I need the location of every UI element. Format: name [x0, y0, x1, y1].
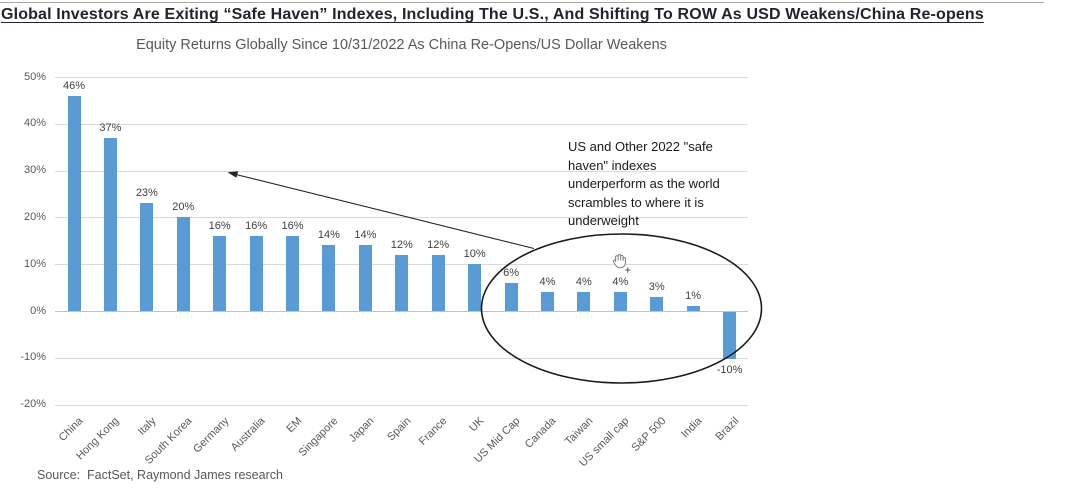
bar-australia: [249, 236, 263, 311]
bar-value-label: 37%: [99, 121, 122, 134]
annotation-text: US and Other 2022 "safe haven" indexes u…: [568, 139, 720, 229]
gridline: [55, 357, 748, 359]
y-axis-tick-label: -20%: [20, 398, 46, 411]
bar-japan: [358, 245, 372, 311]
top-divider: [0, 2, 1044, 3]
bar-em: [286, 236, 300, 311]
bar-uk: [468, 264, 482, 311]
bar-value-label: 23%: [135, 187, 158, 200]
bar-south-korea: [176, 217, 190, 311]
bar-france: [431, 254, 445, 311]
y-axis-tick-label: 0%: [30, 304, 46, 317]
bar-value-label: 20%: [172, 201, 195, 214]
y-axis-tick-label: 10%: [23, 257, 46, 270]
bar-value-label: 1%: [685, 290, 702, 303]
y-axis-tick-label: 20%: [23, 210, 46, 223]
bar-brazil: [723, 312, 737, 359]
gridline: [55, 77, 748, 78]
bar-value-label: 16%: [208, 220, 231, 233]
bar-china: [67, 95, 81, 311]
bar-canada: [540, 292, 554, 311]
y-axis-tick-label: 40%: [23, 117, 46, 130]
bar-value-label: 46%: [62, 79, 86, 92]
bar-italy: [140, 203, 154, 311]
bar-germany: [213, 236, 227, 311]
gridline: [55, 170, 748, 172]
chart-title: Equity Returns Globally Since 10/31/2022…: [136, 37, 667, 53]
gridline: [55, 123, 748, 125]
bar-taiwan: [577, 292, 591, 311]
y-axis-tick-label: 30%: [23, 164, 46, 177]
bar-spain: [395, 254, 409, 311]
bar-value-label: 10%: [463, 248, 486, 261]
bar-us-small-cap: [613, 292, 627, 311]
source-note: Source: FactSet, Raymond James research: [37, 468, 283, 482]
y-axis-tick-label: 50%: [23, 70, 46, 83]
page-title: Global Investors Are Exiting “Safe Haven…: [1, 6, 984, 23]
bar-us-mid-cap: [504, 282, 518, 311]
bar-s-p-500: [650, 296, 664, 311]
bar-value-label: -10%: [716, 363, 743, 376]
bar-hong-kong: [103, 137, 117, 311]
x-axis-line: [55, 311, 748, 312]
gridline: [55, 404, 748, 406]
bar-singapore: [322, 245, 336, 311]
y-axis-tick-label: -10%: [20, 351, 46, 364]
bar-india: [686, 306, 700, 311]
